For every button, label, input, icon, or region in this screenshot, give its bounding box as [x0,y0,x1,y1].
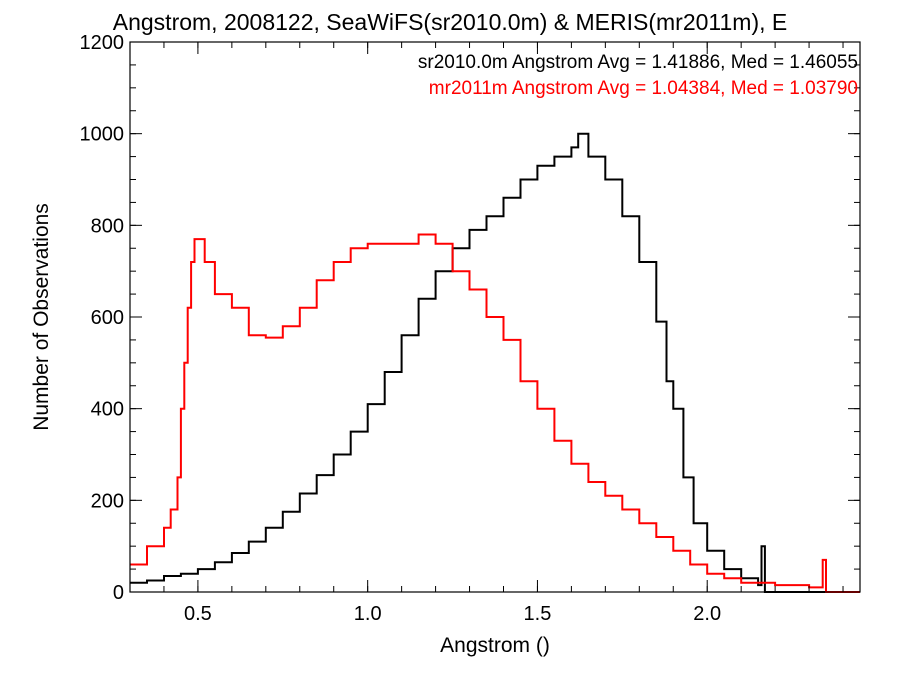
chart-title: Angstrom, 2008122, SeaWiFS(sr2010.0m) & … [113,9,787,35]
plot-area: 0.5 1.0 1.5 2.0 0 200 400 600 800 1000 1200 sr2010.… [80,32,861,625]
y-tick-label: 400 [91,399,124,421]
x-tick-label: 0.5 [184,603,212,625]
x-tick-label: 1.5 [524,603,552,625]
y-tick-label: 1200 [80,32,125,54]
series-line-mr2011m [130,233,860,593]
y-tick-label: 600 [91,307,124,329]
x-tick-label: 2.0 [693,603,721,625]
y-tick-label: 1000 [80,124,125,146]
legend-entry-mr2011m: mr2011m Angstrom Avg = 1.04384, Med = 1.… [429,78,858,99]
series-line-sr2010.0m [130,132,860,593]
x-tick-label: 1.0 [354,603,382,625]
x-axis-label: Angstrom () [440,634,550,657]
y-tick-label: 200 [91,490,124,512]
y-axis-label: Number of Observations [30,203,53,431]
y-tick-label: 0 [113,582,124,604]
legend-entry-sr2010.0m: sr2010.0m Angstrom Avg = 1.41886, Med = … [418,52,858,73]
y-tick-label: 800 [91,215,124,237]
